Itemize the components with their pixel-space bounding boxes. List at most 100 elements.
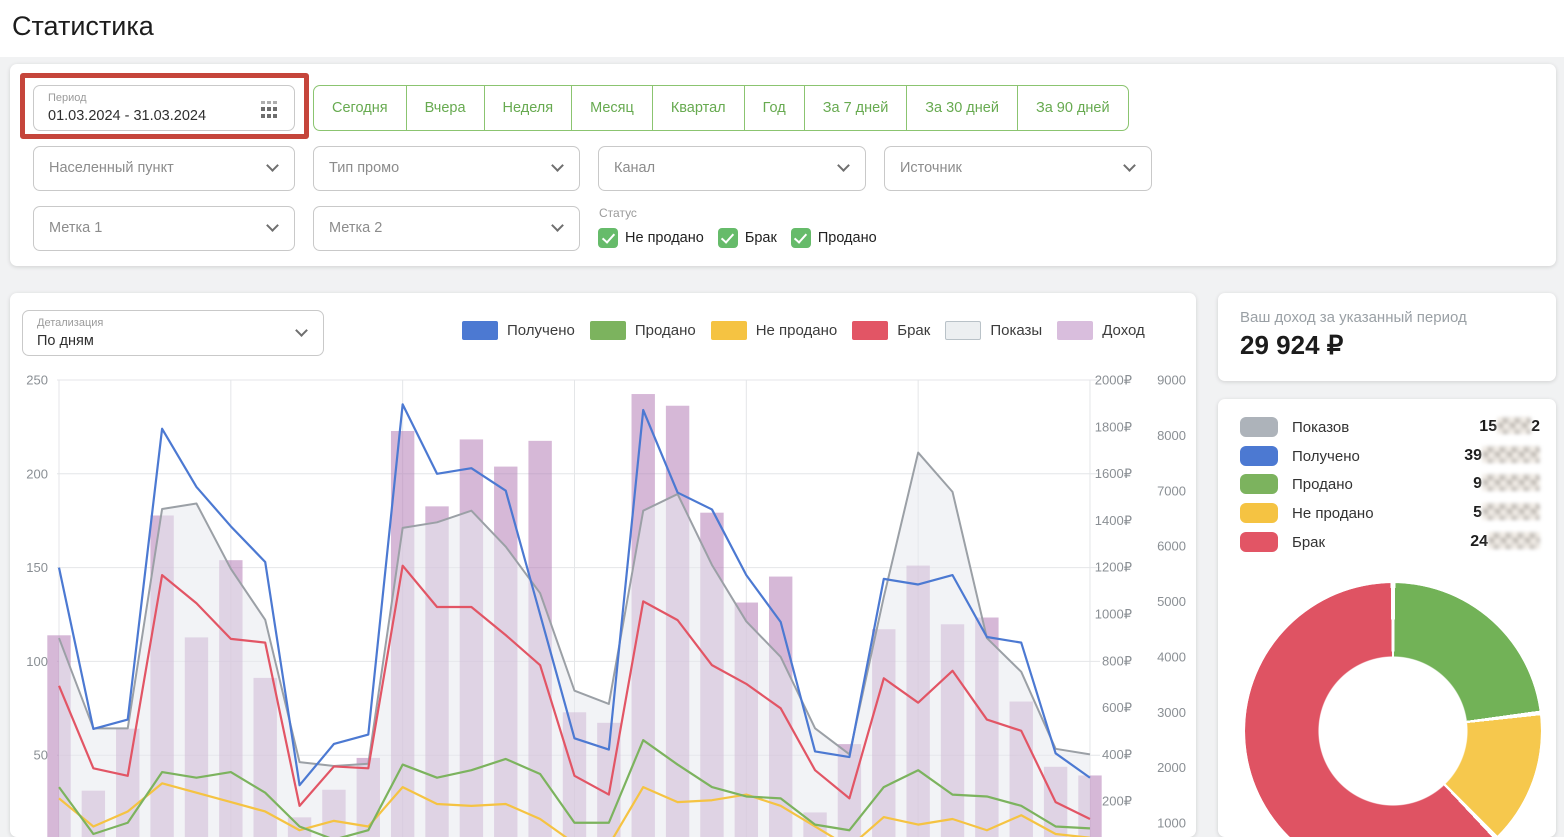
detail-value: По дням: [37, 333, 94, 349]
filter-select-Канал[interactable]: Канал: [598, 146, 866, 191]
filter-select-Метка 1[interactable]: Метка 1: [33, 206, 295, 251]
legend-swatch: [852, 321, 888, 340]
stat-swatch: [1240, 417, 1278, 437]
legend-label: Получено: [507, 322, 575, 339]
quick-range-button-7[interactable]: За 7 дней: [804, 85, 908, 131]
legend-item[interactable]: Не продано: [711, 321, 838, 340]
stat-label: Брак: [1292, 534, 1325, 551]
right-count-axis-tick: 6000: [1157, 539, 1186, 554]
chevron-down-icon: [266, 219, 279, 232]
stat-row: Получено39: [1240, 446, 1540, 468]
legend-item[interactable]: Доход: [1057, 321, 1145, 340]
filter-select-placeholder: Населенный пункт: [49, 160, 174, 176]
stat-row: Продано9: [1240, 474, 1540, 496]
legend-swatch: [1057, 321, 1093, 340]
page-header: Статистика: [0, 0, 1564, 57]
left-axis-tick: 200: [26, 466, 48, 481]
chevron-down-icon: [837, 159, 850, 172]
stat-swatch: [1240, 532, 1278, 552]
status-checkbox-row: Не продано Брак Продано: [598, 228, 877, 248]
checkbox-label: Брак: [745, 230, 777, 246]
chart-legend: Получено Продано Не продано Брак Показы Доход: [462, 321, 1145, 340]
filter-select-Населенный пункт[interactable]: Населенный пункт: [33, 146, 295, 191]
right-rub-axis-tick: 1000₽: [1095, 607, 1132, 622]
quick-range-button-9[interactable]: За 90 дней: [1017, 85, 1129, 131]
stat-value-redacted: 152: [1479, 417, 1540, 436]
combo-chart[interactable]: 250200150100502000₽1800₽1600₽1400₽1200₽1…: [10, 371, 1196, 837]
legend-item[interactable]: Показы: [945, 321, 1042, 340]
filter-select-placeholder: Тип промо: [329, 160, 399, 176]
filter-select-placeholder: Канал: [614, 160, 655, 176]
stat-row: Не продано5: [1240, 503, 1540, 525]
quick-range-button-6[interactable]: Год: [744, 85, 805, 131]
right-count-axis-tick: 8000: [1157, 428, 1186, 443]
right-count-axis-tick: 2000: [1157, 760, 1186, 775]
period-value: 01.03.2024 - 31.03.2024: [48, 108, 206, 124]
redaction-blur: [1482, 474, 1540, 491]
page-title: Статистика: [12, 11, 154, 42]
quick-range-group: СегодняВчераНеделяМесяцКварталГодЗа 7 дн…: [313, 85, 1129, 131]
stat-label: Показов: [1292, 419, 1349, 436]
right-rub-axis-tick: 1600₽: [1095, 466, 1132, 481]
status-checkbox-item[interactable]: Не продано: [598, 228, 704, 248]
income-value: 29 924 ₽: [1240, 330, 1343, 361]
quick-range-button-8[interactable]: За 30 дней: [906, 85, 1018, 131]
redaction-blur: [1482, 503, 1540, 520]
legend-swatch: [945, 321, 981, 340]
stat-value-redacted: 5: [1473, 503, 1540, 522]
status-checkbox-item[interactable]: Продано: [791, 228, 877, 248]
chevron-down-icon: [266, 159, 279, 172]
filter-select-Тип промо[interactable]: Тип промо: [313, 146, 580, 191]
stat-value-redacted: 9: [1473, 474, 1540, 493]
checkbox-checked-icon[interactable]: [598, 228, 618, 248]
stat-row: Показов 152: [1240, 417, 1540, 439]
right-count-axis-tick: 7000: [1157, 483, 1186, 498]
chevron-down-icon: [295, 324, 308, 337]
legend-swatch: [590, 321, 626, 340]
calendar-grid-icon[interactable]: [261, 101, 281, 119]
right-rub-axis-tick: 800₽: [1102, 653, 1132, 668]
right-count-axis-tick: 3000: [1157, 705, 1186, 720]
stat-value-redacted: 24: [1470, 532, 1540, 551]
right-rub-axis-tick: 400₽: [1102, 747, 1132, 762]
right-rub-axis-tick: 1800₽: [1095, 419, 1132, 434]
stat-label: Получено: [1292, 448, 1360, 465]
checkbox-checked-icon[interactable]: [791, 228, 811, 248]
left-axis-tick: 150: [26, 560, 48, 575]
left-axis-tick: 100: [26, 654, 48, 669]
chevron-down-icon: [551, 159, 564, 172]
legend-item[interactable]: Продано: [590, 321, 696, 340]
legend-label: Продано: [635, 322, 696, 339]
stat-swatch: [1240, 446, 1278, 466]
filter-select-Источник[interactable]: Источник: [884, 146, 1152, 191]
legend-item[interactable]: Получено: [462, 321, 575, 340]
checkbox-label: Не продано: [625, 230, 704, 246]
legend-swatch: [462, 321, 498, 340]
legend-label: Брак: [897, 322, 930, 339]
checkbox-checked-icon[interactable]: [718, 228, 738, 248]
right-rub-axis-tick: 2000₽: [1095, 373, 1132, 388]
quick-range-button-3[interactable]: Неделя: [484, 85, 573, 131]
legend-swatch: [711, 321, 747, 340]
chevron-down-icon: [1123, 159, 1136, 172]
quick-range-button-4[interactable]: Месяц: [571, 85, 653, 131]
period-input[interactable]: Период 01.03.2024 - 31.03.2024: [33, 85, 295, 131]
detail-select[interactable]: Детализация По дням: [22, 310, 324, 356]
stat-row: Брак 24: [1240, 532, 1540, 554]
left-axis-tick: 250: [26, 373, 48, 388]
redaction-blur: [1488, 532, 1540, 549]
left-axis-tick: 50: [34, 748, 48, 763]
legend-item[interactable]: Брак: [852, 321, 930, 340]
filter-select-Метка 2[interactable]: Метка 2: [313, 206, 580, 251]
quick-range-button-1[interactable]: Сегодня: [313, 85, 407, 131]
status-label: Статус: [599, 206, 637, 220]
checkbox-label: Продано: [818, 230, 877, 246]
legend-label: Не продано: [756, 322, 838, 339]
quick-range-button-5[interactable]: Квартал: [652, 85, 745, 131]
right-rub-axis-tick: 1400₽: [1095, 513, 1132, 528]
right-rub-axis-tick: 600₽: [1102, 700, 1132, 715]
right-rub-axis-tick: 200₽: [1102, 794, 1132, 809]
right-count-axis-tick: 4000: [1157, 649, 1186, 664]
quick-range-button-2[interactable]: Вчера: [406, 85, 485, 131]
status-checkbox-item[interactable]: Брак: [718, 228, 777, 248]
